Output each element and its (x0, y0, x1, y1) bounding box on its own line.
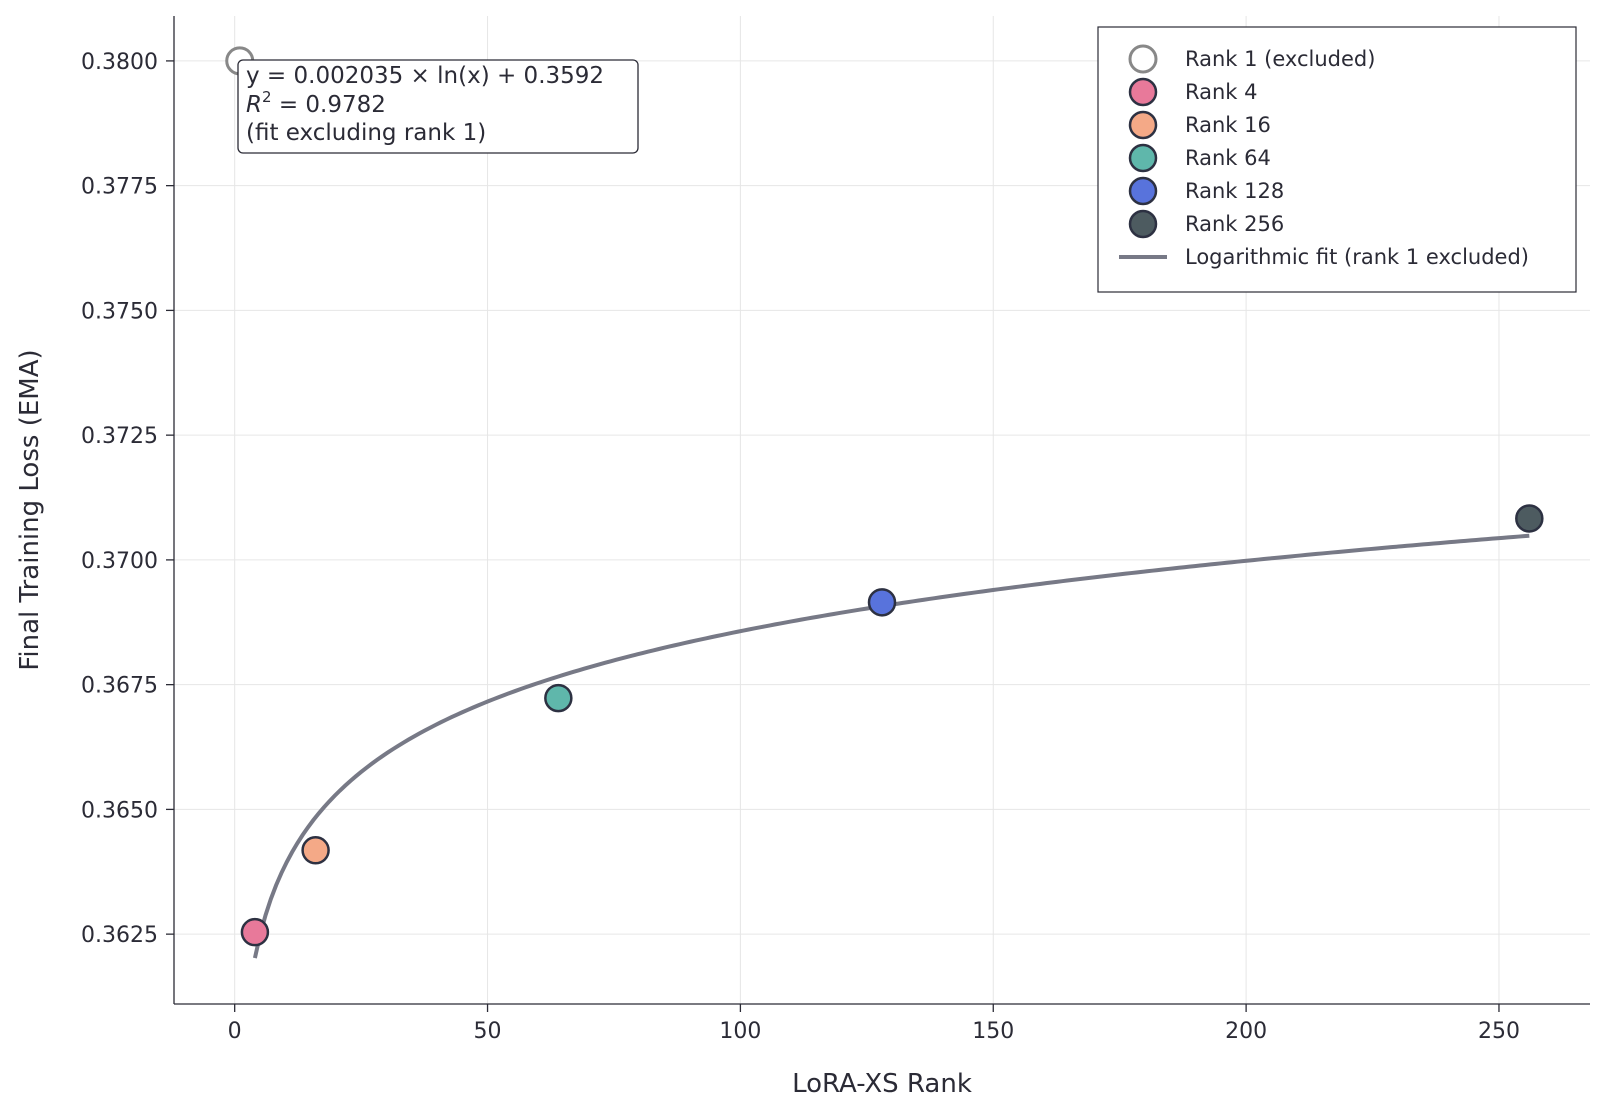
r-squared-value: = 0.9782 (272, 92, 386, 118)
legend-label: Rank 4 (1185, 80, 1258, 104)
fit-equation-annotation: y = 0.002035 × ln(x) + 0.3592 R2 = 0.978… (237, 59, 639, 154)
y-tick-label: 0.3650 (81, 798, 158, 823)
x-tick-label: 250 (1478, 1019, 1520, 1044)
legend-label: Rank 64 (1185, 146, 1271, 170)
y-ticks: 0.3625 0.3650 0.3675 0.3700 0.3725 0.3750 0.37… (81, 50, 174, 948)
legend-marker (1128, 44, 1158, 74)
legend-marker (1128, 110, 1158, 140)
legend-label: Logarithmic fit (rank 1 excluded) (1185, 245, 1529, 269)
annotation-r-squared: R2 = 0.9782 (246, 88, 386, 118)
r-squared-exponent: 2 (262, 88, 272, 106)
y-tick-label: 0.3775 (81, 175, 158, 200)
legend-marker (1128, 143, 1158, 173)
data-point (544, 683, 573, 713)
y-tick-label: 0.3700 (81, 549, 158, 574)
y-tick-label: 0.3625 (81, 923, 158, 948)
annotation-box (237, 59, 639, 154)
legend-box (1097, 26, 1577, 293)
legend-label: Rank 16 (1185, 113, 1271, 137)
y-tick-label: 0.3675 (81, 674, 158, 699)
data-point (1515, 504, 1544, 533)
legend-label: Rank 256 (1185, 212, 1284, 236)
legend-items: Rank 1 (excluded) Rank 4 Rank 16 Rank 64 Ran… (1119, 44, 1529, 269)
y-axis-label: Final Training Loss (EMA) (15, 349, 45, 670)
x-tick-label: 50 (474, 1019, 502, 1044)
x-tick-label: 0 (228, 1019, 242, 1044)
legend-label: Rank 1 (excluded) (1185, 47, 1375, 71)
y-tick-label: 0.3725 (81, 424, 158, 449)
data-point (867, 588, 897, 617)
annotation-equation: y = 0.002035 × ln(x) + 0.3592 (246, 63, 604, 89)
r-squared-symbol: R (246, 92, 262, 118)
legend-marker (1128, 209, 1158, 239)
legend: Rank 1 (excluded) Rank 4 Rank 16 Rank 64 Ran… (1097, 26, 1577, 293)
x-tick-label: 200 (1225, 1019, 1267, 1044)
y-tick-label: 0.3750 (81, 299, 158, 324)
axes (173, 16, 1590, 1005)
x-axis-label: LoRA-XS Rank (792, 1069, 972, 1099)
legend-marker (1128, 77, 1158, 107)
x-tick-label: 150 (972, 1019, 1014, 1044)
x-ticks: 0 50 100 150 200 250 (228, 1004, 1520, 1044)
legend-label: Rank 128 (1185, 179, 1284, 203)
y-tick-label: 0.3800 (81, 50, 158, 75)
annotation-note: (fit excluding rank 1) (246, 120, 486, 146)
data-point (301, 836, 330, 865)
legend-marker (1128, 176, 1158, 206)
data-point (240, 917, 270, 947)
x-tick-label: 100 (719, 1019, 761, 1044)
